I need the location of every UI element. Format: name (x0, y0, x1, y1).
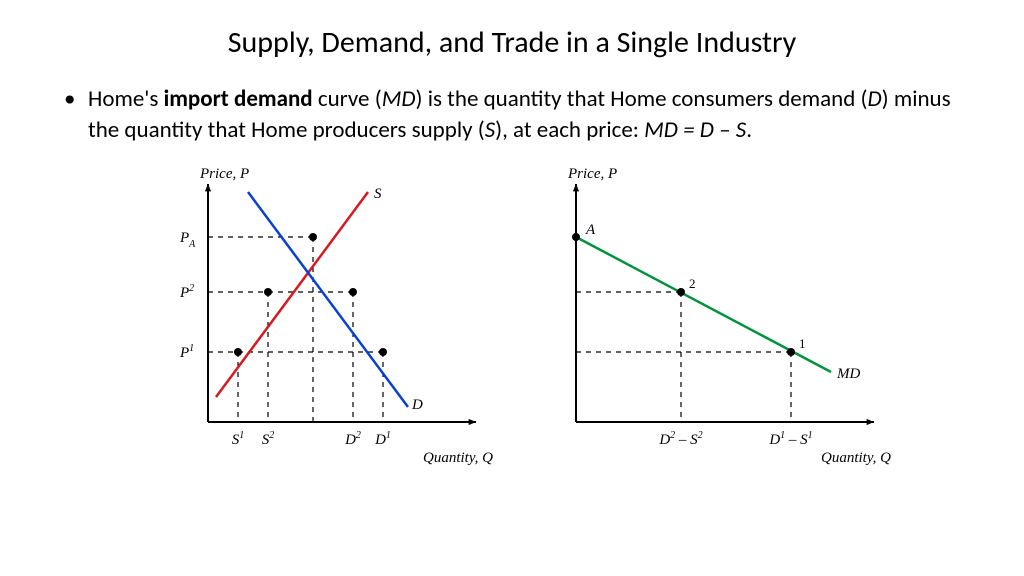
svg-text:PA: PA (179, 230, 196, 250)
svg-text:D: D (411, 397, 423, 413)
svg-text:MD: MD (836, 366, 860, 382)
txt-S: S (485, 116, 495, 144)
txt-f: ), at each price: (495, 116, 644, 144)
slide: Supply, Demand, and Trade in a Single In… (0, 0, 1024, 576)
txt-d: ) is the quantity that Home consumers de… (416, 85, 868, 113)
charts-row: Price, P Quantity, Q S D PA P2 P1 S1 S2 D2 D1 Pric… (60, 152, 964, 482)
main-bullet: Home's import demand curve (MD) is the q… (60, 84, 964, 146)
txt-b: import demand (164, 85, 313, 113)
txt-g: . (746, 116, 752, 144)
svg-text:Price, P: Price, P (567, 166, 617, 182)
right-chart: Price, P Quantity, Q MD A 2 1 D2 – S2 D1 – S1 (516, 152, 906, 482)
page-title: Supply, Demand, and Trade in a Single In… (60, 24, 964, 61)
txt-eq: MD = D – S (644, 116, 746, 144)
svg-text:Quantity, Q: Quantity, Q (423, 450, 493, 466)
txt-D: D (867, 85, 881, 113)
import-demand-chart: Price, P Quantity, Q MD A 2 1 D2 – S2 D1 – S1 (516, 152, 906, 482)
txt-c: curve ( (313, 85, 382, 113)
svg-text:P1: P1 (179, 343, 194, 361)
svg-text:Price, P: Price, P (199, 166, 249, 182)
txt-a: Home's (88, 85, 164, 113)
svg-text:S1: S1 (232, 430, 245, 448)
svg-text:S2: S2 (262, 430, 275, 448)
svg-text:P2: P2 (179, 283, 194, 301)
svg-text:S: S (374, 186, 382, 202)
svg-text:1: 1 (799, 336, 806, 351)
svg-text:D2: D2 (344, 430, 361, 448)
svg-text:2: 2 (689, 276, 696, 291)
txt-md: MD (382, 85, 416, 113)
svg-text:A: A (585, 222, 596, 238)
svg-text:D2 – S2: D2 – S2 (658, 430, 702, 448)
left-chart: Price, P Quantity, Q S D PA P2 P1 S1 S2 D2 D1 (118, 152, 508, 482)
svg-text:D1: D1 (374, 430, 391, 448)
svg-text:D1 – S1: D1 – S1 (768, 430, 812, 448)
svg-text:Quantity, Q: Quantity, Q (821, 450, 891, 466)
supply-demand-chart: Price, P Quantity, Q S D PA P2 P1 S1 S2 D2 D1 (118, 152, 508, 482)
